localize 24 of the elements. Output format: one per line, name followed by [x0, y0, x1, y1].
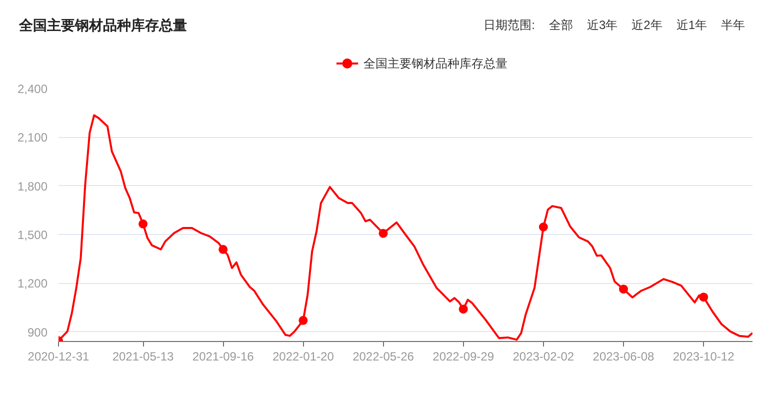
- y-tick-label: 2,100: [17, 130, 48, 145]
- text: 日期范围:: [484, 18, 535, 32]
- x-tick-label: 2023-06-08: [592, 350, 655, 364]
- y-tick-label: 900: [27, 325, 48, 340]
- y-tick-label: 1,200: [17, 276, 48, 291]
- text: 近3年: [586, 18, 618, 32]
- x-tick-label: 2022-01-20: [272, 350, 334, 364]
- x-tick-label: 2021-05-13: [112, 350, 174, 364]
- x-tick-label: 2022-09-29: [432, 350, 494, 364]
- legend-label: 全国主要钢材品种库存总量: [364, 56, 508, 70]
- y-tick-label: 1,500: [17, 228, 48, 242]
- y-tick-label: 1,800: [17, 179, 48, 194]
- x-tick-label: 2020-12-31: [28, 350, 90, 364]
- text: 近2年: [632, 18, 662, 32]
- line-series: [58, 114, 752, 342]
- y-tick-label: 2,400: [17, 82, 48, 96]
- text: 半年: [721, 18, 745, 32]
- x-tick-label: 2022-05-26: [352, 350, 414, 364]
- chart-title: 全国主要钢材品种库存总量: [19, 16, 187, 35]
- x-tick-label: 2023-02-02: [512, 350, 574, 364]
- x-tick-label: 2023-10-12: [672, 350, 735, 364]
- x-tick-label: 2021-09-16: [192, 350, 254, 364]
- text: 近1年: [676, 18, 707, 32]
- text: 全部: [548, 18, 573, 32]
